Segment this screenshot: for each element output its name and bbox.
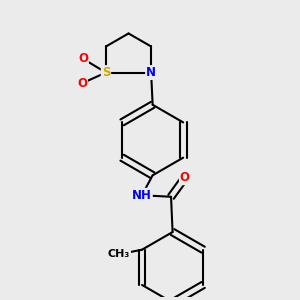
- Text: CH₃: CH₃: [108, 249, 130, 259]
- Text: O: O: [77, 77, 87, 90]
- Text: S: S: [102, 66, 110, 79]
- Text: O: O: [78, 52, 88, 65]
- Text: N: N: [146, 66, 156, 79]
- Text: O: O: [180, 171, 190, 184]
- Text: NH: NH: [132, 189, 152, 202]
